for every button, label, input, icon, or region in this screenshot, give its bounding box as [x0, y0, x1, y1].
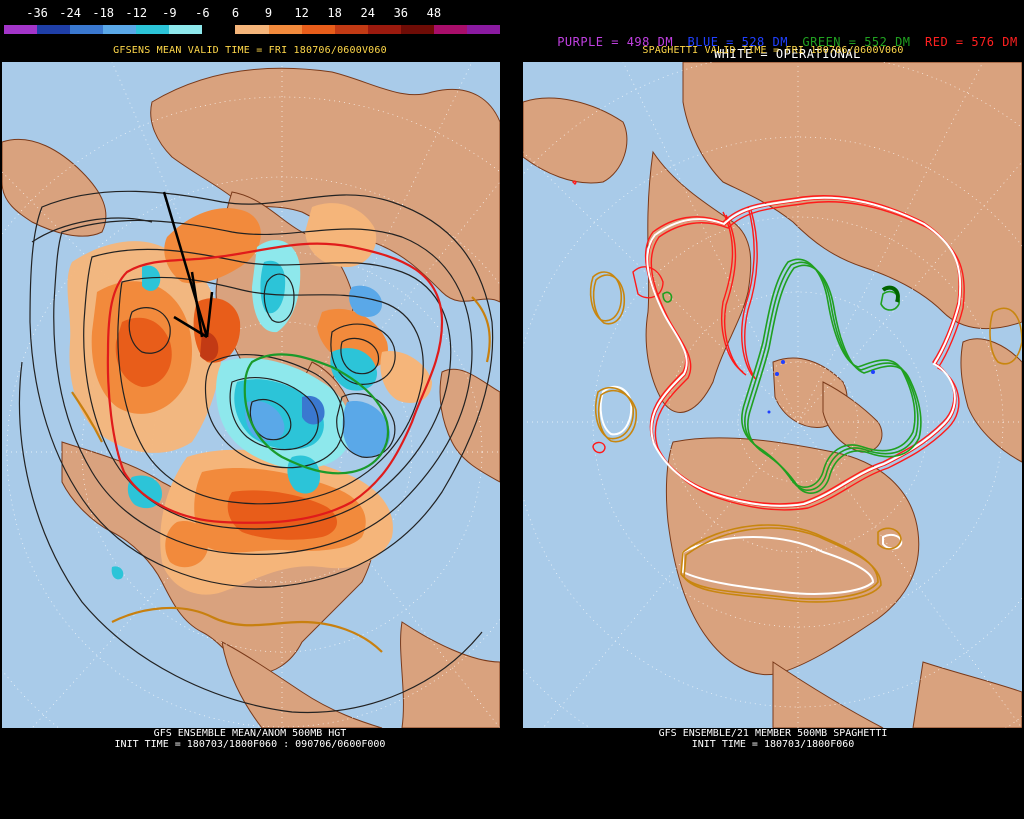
green-dark-marks [881, 285, 900, 303]
map-footer: GFS ENSEMBLE MEAN/ANOM 500MB HGT INIT TI… [0, 728, 500, 750]
legend-red: RED = 576 DM [925, 35, 1018, 49]
footer-product-label: GFS ENSEMBLE MEAN/ANOM 500MB HGT [153, 728, 347, 739]
operational-legend: WHITE = OPERATIONAL [522, 33, 1024, 75]
blue-528-marks [767, 360, 875, 414]
anomaly-colorbar: -36 -24 -18 -12 -9 -6 6 9 12 18 24 36 48 [4, 4, 500, 34]
negative-anomalies [111, 239, 391, 580]
spaghetti-panel: PURPLE = 498 DM BLUE = 528 DM GREEN = 55… [522, 0, 1024, 819]
colorbar-swatch [37, 25, 71, 34]
colorbar-swatch [433, 25, 467, 34]
colorbar-tick-label: 36 [393, 6, 409, 20]
ensemble-mean-map [2, 62, 500, 728]
colorbar-swatch [136, 25, 170, 34]
gold-contours [589, 271, 1022, 603]
colorbar-tick-label: 48 [426, 6, 442, 20]
colorbar-swatch [334, 25, 368, 34]
footer-product-label-right: GFS ENSEMBLE/21 MEMBER 500MB SPAGHETTI [658, 728, 888, 739]
colorbar-tick-label: 18 [327, 6, 342, 20]
ensemble-mean-panel: -36 -24 -18 -12 -9 -6 6 9 12 18 24 36 48 GFSENS MEAN… [0, 0, 500, 819]
colorbar-tick-label: 24 [360, 6, 375, 20]
spaghetti-map [523, 62, 1022, 728]
colorbar-tick-label: -36 [26, 6, 48, 20]
vector-lines [162, 191, 214, 339]
valid-time-title: GFSENS MEAN VALID TIME = FRI 180706/0600… [113, 45, 387, 56]
colorbar-tick-label: -24 [59, 6, 81, 20]
colorbar-tick-label: -6 [195, 6, 210, 20]
colorbar-swatch [466, 25, 500, 34]
height-contours [18, 190, 494, 714]
legend-purple: PURPLE = 498 DM [557, 35, 674, 49]
colorbar-swatch [367, 25, 401, 34]
colorbar-swatch [4, 25, 38, 34]
legend-blue: BLUE = 528 DM [687, 35, 788, 49]
colorbar-swatch [400, 25, 434, 34]
legend-white: WHITE = OPERATIONAL [714, 47, 861, 61]
latlon-grid [523, 62, 1022, 728]
colorbar-tick-label: 9 [264, 6, 273, 20]
colorbar-swatch [268, 25, 302, 34]
legend-green: GREEN = 552 DM [802, 35, 911, 49]
green-552-contours [662, 258, 922, 494]
colorbar-swatches [4, 25, 500, 34]
colorbar-tick-label: 12 [294, 6, 309, 20]
valid-time-title-right: SPAGHETTI VALID TIME = FRI 180706/0600V0… [642, 45, 904, 56]
colorbar-labels: -36 -24 -18 -12 -9 -6 6 9 12 18 24 36 48 [4, 4, 500, 21]
footer-init-time-right: INIT TIME = 180703/1800F060 [691, 739, 855, 750]
colorbar-tick-label: -9 [162, 6, 177, 20]
polar-map-right [523, 62, 1022, 728]
colorbar-swatch [202, 25, 236, 34]
contour-legend: PURPLE = 498 DM BLUE = 528 DM GREEN = 55… [522, 21, 1024, 63]
map-footer-right: GFS ENSEMBLE/21 MEMBER 500MB SPAGHETTI I… [522, 728, 1024, 750]
mean-colored-contours [71, 242, 491, 653]
colorbar-swatch [103, 25, 137, 34]
colorbar-swatch [70, 25, 104, 34]
colorbar-swatch [235, 25, 269, 34]
operational-contours [599, 196, 962, 595]
colorbar-swatch [301, 25, 335, 34]
colorbar-tick-label: -18 [92, 6, 115, 20]
colorbar-tick-label: 6 [231, 6, 240, 20]
colorbar-swatch [169, 25, 203, 34]
polar-map-left [2, 62, 500, 728]
footer-init-time: INIT TIME = 180703/1800F060 : 090706/060… [114, 739, 386, 750]
colorbar-tick-label: -12 [125, 6, 148, 20]
